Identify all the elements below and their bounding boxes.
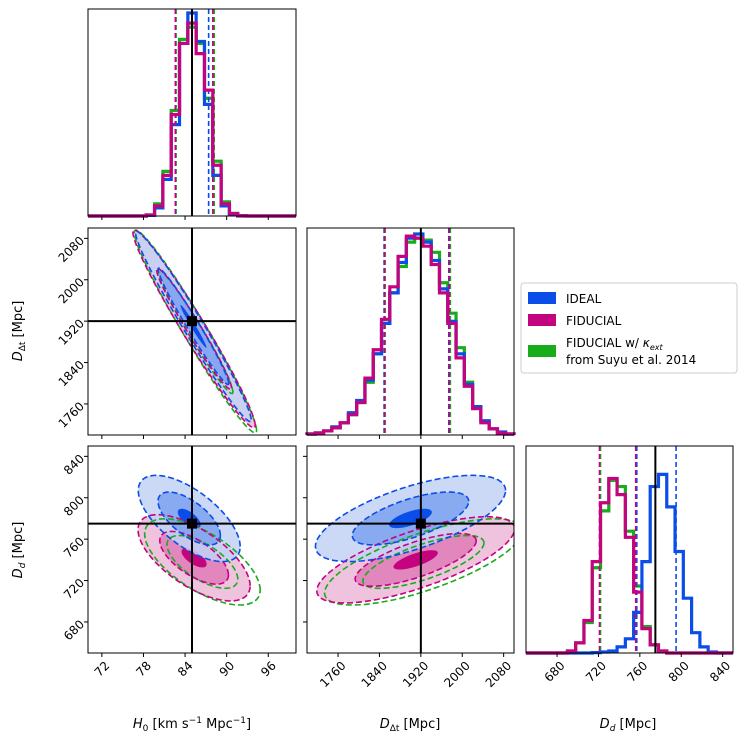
xtick-label-H0: 84	[175, 659, 196, 680]
histogram-Ddt-series-1	[305, 234, 516, 436]
contour-core-H0_Ddt-series-0	[180, 305, 207, 348]
xtick-label-Ddt: 1920	[400, 659, 431, 690]
contour-lines-H0_Dd	[137, 474, 262, 606]
contour-line-Ddt_Dd-series-1	[354, 532, 478, 587]
panel-frame-H0-H0	[87, 8, 297, 217]
contour-line-Ddt_Dd-series-0	[314, 474, 507, 563]
panel-frame-Ddt-Ddt	[306, 227, 515, 436]
contour-lines-Ddt_Dd	[314, 474, 514, 606]
legend-label-fiducial-kext-line2: from Suyu et al. 2014	[566, 353, 696, 367]
ytick-label-Ddt: 1920	[56, 316, 87, 347]
xtick-label-Dd: 840	[707, 659, 733, 685]
legend: IDEAL FIDUCIAL FIDUCIAL w/ κext from Suy…	[520, 282, 738, 374]
xlabel-h0: H0 [km s−1 Mpc−1]	[133, 716, 251, 734]
ytick-label-Ddt: 1760	[56, 399, 87, 430]
contour-line-H0_Ddt-series-1	[132, 229, 257, 429]
legend-label-fiducial: FIDUCIAL	[566, 314, 622, 328]
contour-line-H0_Ddt-series-0	[157, 267, 230, 386]
ytick-label-Dd: 760	[61, 534, 87, 560]
contour-group-Ddt_Dd	[315, 475, 514, 603]
xtick-label-Ddt: 1760	[317, 659, 348, 690]
panel-frame-Dd-Dd	[525, 445, 734, 654]
contour-line-H0_Ddt-series-2	[133, 229, 258, 434]
xtick-label-Ddt: 2000	[441, 659, 472, 690]
contour-line-Ddt_Dd-series-1	[315, 515, 514, 604]
xtick-label-H0: 78	[133, 659, 154, 680]
contour-line-Ddt_Dd-series-2	[362, 534, 485, 590]
panel-frame-Dd-H0	[87, 445, 297, 654]
truth-marker-H0_Dd	[187, 518, 197, 529]
xtick-label-H0: 90	[217, 659, 238, 680]
xtick-label-Dd: 720	[583, 659, 609, 685]
contour-core-Ddt_Dd-series-1	[393, 550, 438, 570]
ytick-label-Ddt: 1840	[56, 358, 87, 389]
histogram-Ddt-series-2	[305, 236, 516, 436]
xtick-label-Dd: 680	[542, 659, 568, 685]
panel-frame-Dd-Ddt	[306, 445, 515, 654]
legend-frame	[520, 282, 738, 374]
ytick-label-Ddt: 2000	[56, 275, 87, 306]
xtick-label-H0: 96	[258, 659, 279, 680]
xlabel-dd: Dd [Mpc]	[600, 717, 657, 734]
xlabel-ddt: DΔt [Mpc]	[380, 717, 441, 734]
truth-marker-H0_Ddt	[187, 316, 197, 327]
contour-lines-H0_Ddt	[132, 229, 258, 434]
xtick-label-H0: 72	[92, 659, 113, 680]
contour-line-H0_Dd-series-2	[143, 517, 262, 606]
xtick-label-Dd: 760	[624, 659, 650, 685]
xtick-label-Ddt: 1840	[359, 659, 390, 690]
panel-frames-layer	[87, 8, 734, 654]
contour-line-H0_Dd-series-0	[137, 474, 242, 563]
contour-line-H0_Dd-series-0	[157, 491, 222, 546]
contour-line-H0_Dd-series-2	[166, 534, 239, 590]
legend-label-ideal: IDEAL	[566, 292, 602, 306]
ytick-label-Dd: 800	[61, 493, 87, 519]
histogram-Dd-series-0	[526, 472, 733, 655]
ylabel-ddt: DΔt [Mpc]	[11, 301, 28, 362]
xtick-label-Dd: 800	[666, 659, 692, 685]
ytick-label-Dd: 680	[61, 617, 87, 643]
legend-label-fiducial-kext: FIDUCIAL w/ κext	[566, 336, 664, 352]
histogram-Dd-series-2	[526, 478, 733, 655]
contour-fills-layer	[132, 230, 514, 603]
truth-marker-Ddt_Dd	[415, 518, 426, 529]
ylabel-dd: Dd [Mpc]	[11, 522, 28, 579]
ytick-label-Ddt: 2080	[56, 234, 87, 265]
contour-core-H0_Dd-series-1	[181, 548, 207, 568]
axis-labels-layer: H0 [km s−1 Mpc−1] DΔt [Mpc] Dd [Mpc] DΔt…	[11, 301, 656, 734]
panel-frame-Ddt-H0	[87, 227, 297, 436]
ytick-label-Dd: 840	[61, 452, 87, 478]
legend-swatch-fiducial-kext	[528, 345, 556, 357]
contour-line-Ddt_Dd-series-2	[323, 517, 514, 606]
contour-group-H0_Dd	[138, 475, 251, 601]
xtick-label-Ddt: 2080	[483, 659, 514, 690]
histogram-Ddt-series-0	[305, 232, 516, 436]
contour-group-H0_Ddt	[132, 230, 256, 428]
contour-line-Ddt_Dd-series-0	[351, 491, 470, 546]
histogram-Dd-series-1	[526, 476, 733, 655]
legend-swatch-fiducial	[528, 314, 556, 326]
ytick-label-Dd: 720	[61, 576, 87, 602]
contour-line-H0_Dd-series-1	[158, 530, 230, 586]
legend-swatch-ideal	[528, 292, 556, 304]
